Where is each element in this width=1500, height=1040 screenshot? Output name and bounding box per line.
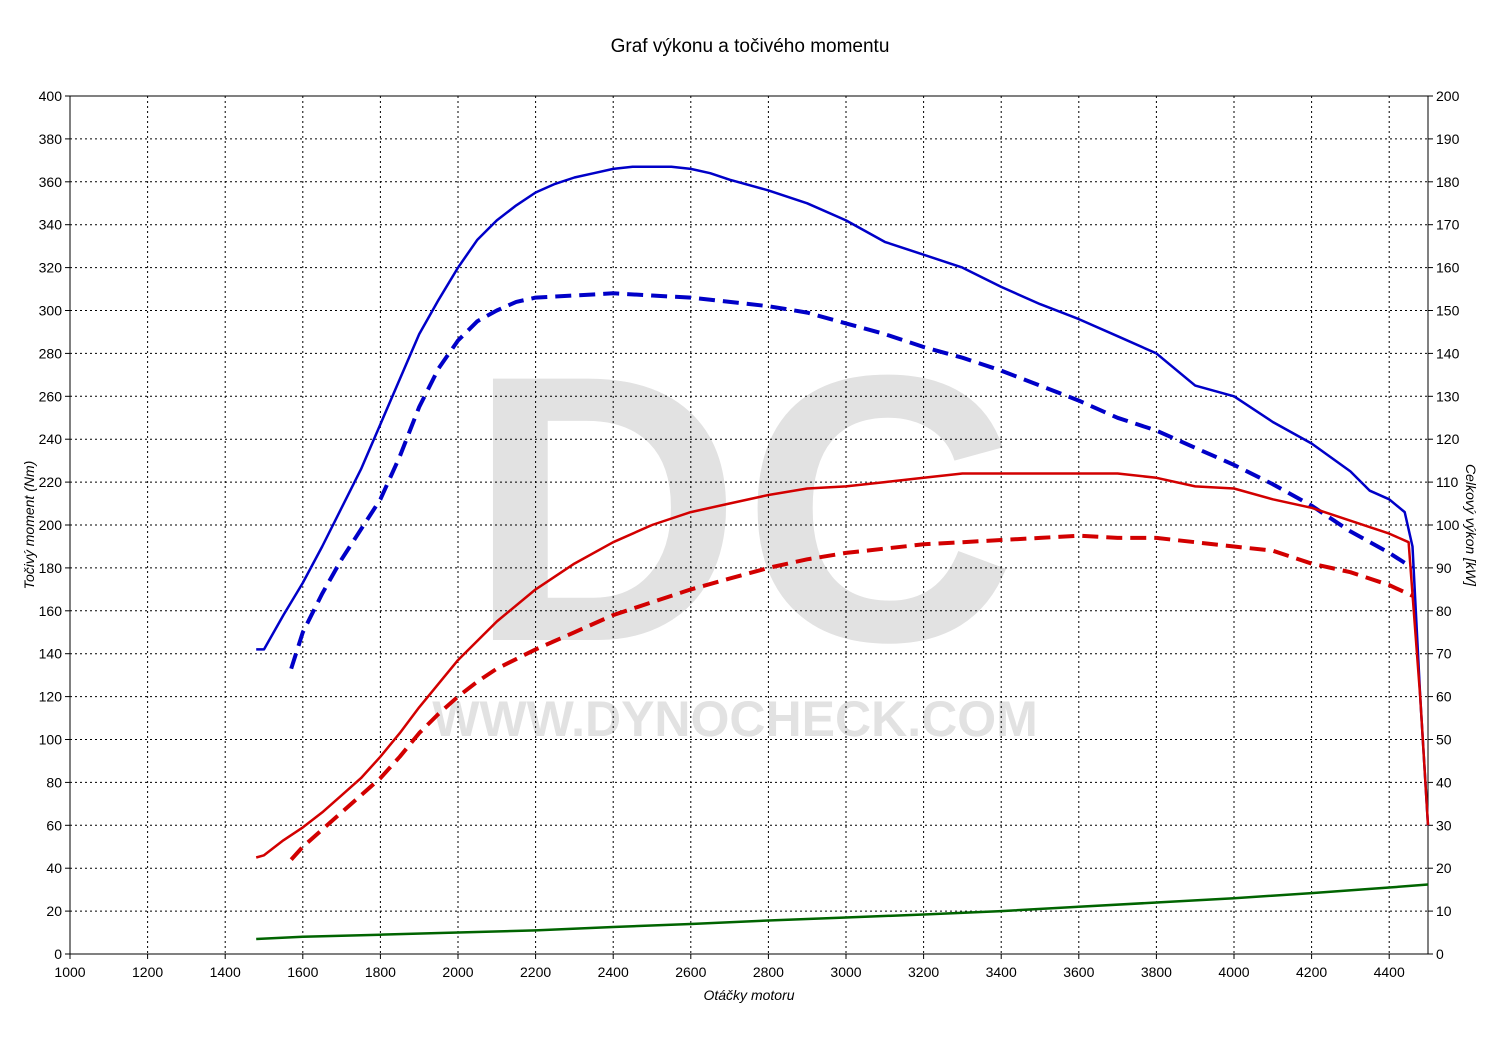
left-tick-label: 280: [39, 345, 63, 361]
left-tick-label: 0: [54, 946, 62, 962]
left-tick-label: 40: [46, 860, 62, 876]
watermark-url: WWW.DYNOCHECK.COM: [432, 691, 1038, 747]
left-axis-label: Točivý moment (Nm): [21, 461, 37, 590]
left-tick-label: 100: [39, 732, 63, 748]
right-tick-label: 100: [1436, 517, 1460, 533]
left-tick-label: 160: [39, 603, 63, 619]
x-tick-label: 3800: [1141, 964, 1172, 980]
right-tick-label: 20: [1436, 860, 1452, 876]
watermark-logo: DC: [468, 296, 1017, 721]
left-tick-label: 360: [39, 174, 63, 190]
series-group: [255, 165, 1430, 941]
x-tick-label: 1400: [210, 964, 241, 980]
left-tick-label: 180: [39, 560, 63, 576]
right-tick-label: 10: [1436, 903, 1452, 919]
left-axis-ticks: 0 20 40 60 80 100 120 140 160 180 200 220 240 260 280 3…: [39, 88, 70, 962]
series-line-3: [289, 533, 1414, 861]
grid: [70, 96, 1428, 954]
left-tick-label: 380: [39, 131, 63, 147]
left-tick-label: 340: [39, 217, 63, 233]
x-tick-label: 2800: [753, 964, 784, 980]
left-tick-label: 320: [39, 260, 63, 276]
series-line-2: [255, 472, 1430, 859]
left-tick-label: 60: [46, 817, 62, 833]
right-tick-label: 60: [1436, 689, 1452, 705]
x-tick-label: 3400: [986, 964, 1017, 980]
left-tick-label: 200: [39, 517, 63, 533]
x-tick-label: 4000: [1218, 964, 1249, 980]
series-line-4: [256, 883, 1429, 941]
right-tick-label: 50: [1436, 732, 1452, 748]
left-tick-label: 220: [39, 474, 63, 490]
series-line-1: [289, 291, 1414, 670]
right-tick-label: 30: [1436, 817, 1452, 833]
x-tick-label: 3000: [830, 964, 861, 980]
x-tick-label: 4400: [1374, 964, 1405, 980]
right-tick-label: 140: [1436, 345, 1460, 361]
x-axis-ticks: 1000 1200 1400 1600 1800 2000 2200 2400 2600 2800…: [54, 954, 1405, 980]
right-tick-label: 90: [1436, 560, 1452, 576]
right-tick-label: 70: [1436, 646, 1452, 662]
right-tick-label: 0: [1436, 946, 1444, 962]
right-tick-label: 120: [1436, 431, 1460, 447]
right-tick-label: 180: [1436, 174, 1460, 190]
right-tick-label: 200: [1436, 88, 1460, 104]
x-tick-label: 1000: [54, 964, 85, 980]
x-axis-label: Otáčky motoru: [703, 987, 794, 1003]
x-tick-label: 2600: [675, 964, 706, 980]
right-tick-label: 170: [1436, 217, 1460, 233]
right-tick-label: 110: [1436, 474, 1459, 490]
x-tick-label: 4200: [1296, 964, 1327, 980]
right-tick-label: 40: [1436, 774, 1452, 790]
x-tick-label: 1800: [365, 964, 396, 980]
x-tick-label: 2000: [442, 964, 473, 980]
left-tick-label: 260: [39, 388, 63, 404]
chart-title: Graf výkonu a točivého momentu: [611, 36, 890, 57]
left-tick-label: 140: [39, 646, 63, 662]
x-tick-label: 2200: [520, 964, 551, 980]
right-tick-label: 130: [1436, 388, 1460, 404]
watermark: DC WWW.DYNOCHECK.COM: [432, 296, 1038, 747]
right-tick-label: 150: [1436, 303, 1460, 319]
left-tick-label: 120: [39, 689, 63, 705]
left-tick-label: 20: [46, 903, 62, 919]
left-tick-label: 240: [39, 431, 63, 447]
left-tick-label: 400: [39, 88, 63, 104]
left-tick-label: 80: [46, 774, 62, 790]
x-tick-label: 1200: [132, 964, 163, 980]
x-tick-label: 3200: [908, 964, 939, 980]
right-tick-label: 80: [1436, 603, 1452, 619]
x-tick-label: 2400: [598, 964, 629, 980]
x-tick-label: 3600: [1063, 964, 1094, 980]
left-tick-label: 300: [39, 303, 63, 319]
right-axis-label: Celkový výkon [kW]: [1463, 464, 1479, 587]
series-line-0: [256, 165, 1430, 826]
x-tick-label: 1600: [287, 964, 318, 980]
right-tick-label: 190: [1436, 131, 1460, 147]
right-tick-label: 160: [1436, 260, 1460, 276]
right-axis-ticks: 0 10 20 30 40 50 60 70 80 90 100 110 120 130 140 150 160…: [1428, 88, 1460, 962]
